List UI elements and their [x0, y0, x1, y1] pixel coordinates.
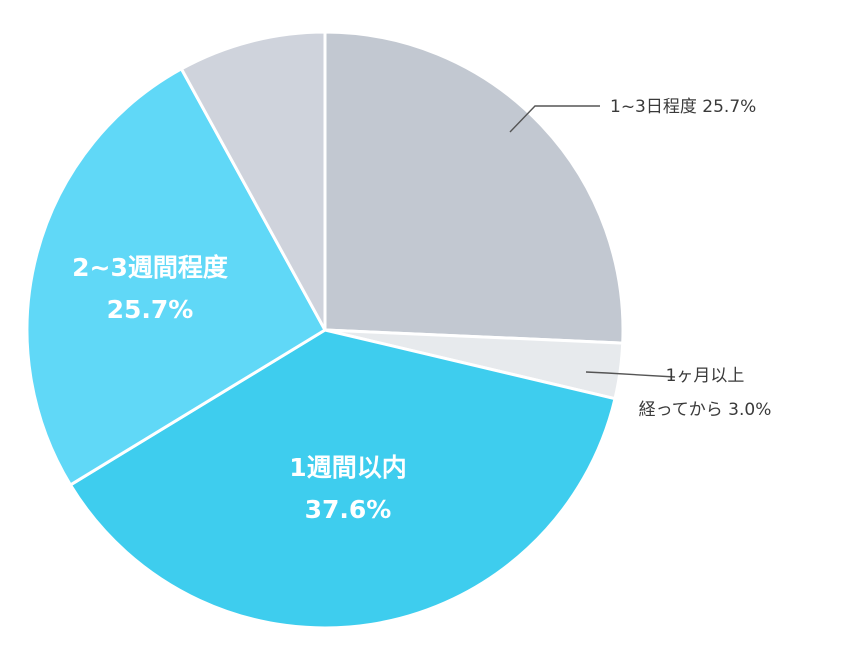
pie-slice-1: [323, 30, 625, 345]
pie-slice-5: [179, 30, 327, 332]
pie-slice-4: [25, 67, 327, 487]
leader-line-1: [509, 105, 600, 133]
slice-label-4: 2~3週間程度: [72, 253, 228, 282]
slice-value-3: 37.6%: [305, 495, 392, 524]
slice-label-3: 1週間以内: [289, 453, 406, 482]
slice-label-2-line-1: 1ヶ月以上: [666, 366, 745, 386]
slice-value-4: 25.7%: [107, 295, 194, 324]
pie-slice-3: [68, 328, 617, 630]
slice-label-1-line-1: 1~3日程度 25.7%: [610, 97, 756, 117]
pie-slices: [25, 30, 625, 630]
slice-label-2-line-2: 経ってから 3.0%: [639, 400, 772, 420]
leader-line-2: [585, 371, 676, 378]
